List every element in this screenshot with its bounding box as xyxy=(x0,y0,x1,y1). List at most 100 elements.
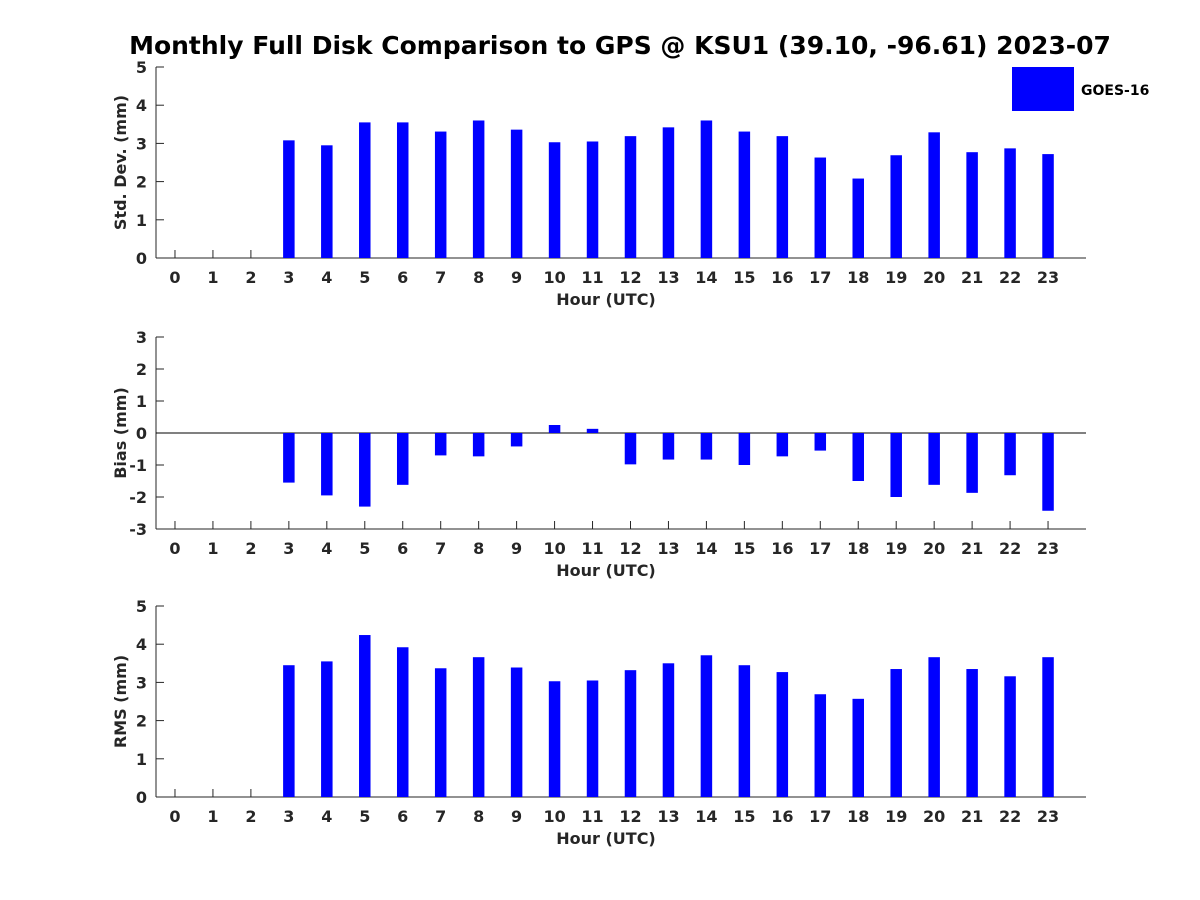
x-tick-label: 11 xyxy=(581,539,603,558)
bar xyxy=(624,136,637,258)
x-tick-label: 19 xyxy=(885,807,907,826)
y-axis-label: Bias (mm) xyxy=(111,387,130,479)
bar xyxy=(662,663,675,797)
bar xyxy=(890,433,902,497)
x-tick-label: 13 xyxy=(657,807,679,826)
x-tick-label: 9 xyxy=(511,268,522,287)
bar xyxy=(700,655,713,797)
x-tick-label: 23 xyxy=(1037,268,1059,287)
x-tick-label: 7 xyxy=(435,268,446,287)
bar xyxy=(738,433,751,465)
x-tick-label: 1 xyxy=(207,268,218,287)
x-axis-label: Hour (UTC) xyxy=(556,829,656,848)
x-tick-label: 0 xyxy=(169,539,180,558)
x-tick-label: 20 xyxy=(923,807,945,826)
bar xyxy=(814,694,827,797)
x-tick-label: 8 xyxy=(473,268,484,287)
bar xyxy=(283,433,295,483)
bar xyxy=(396,122,409,258)
y-tick-label: 0 xyxy=(136,249,147,268)
bar xyxy=(662,433,675,460)
x-tick-label: 7 xyxy=(435,807,446,826)
bar xyxy=(928,433,940,485)
y-tick-label: 5 xyxy=(136,597,147,616)
bar xyxy=(321,433,333,496)
x-tick-label: 5 xyxy=(359,807,370,826)
bar xyxy=(321,661,333,797)
x-tick-label: 15 xyxy=(733,268,755,287)
chart-title: Monthly Full Disk Comparison to GPS @ KS… xyxy=(129,31,1111,60)
y-tick-label: 5 xyxy=(136,58,147,77)
y-tick-label: 2 xyxy=(136,712,147,731)
bar xyxy=(283,140,295,258)
bar xyxy=(1042,433,1054,511)
y-tick-label: 3 xyxy=(136,673,147,692)
bar xyxy=(738,131,751,258)
bar xyxy=(359,122,371,258)
y-tick-label: 3 xyxy=(136,328,147,347)
bar xyxy=(434,433,447,456)
legend-swatch xyxy=(1012,67,1074,111)
x-tick-label: 16 xyxy=(771,539,793,558)
y-axis-label: RMS (mm) xyxy=(111,655,130,748)
x-tick-label: 14 xyxy=(695,807,717,826)
y-tick-label: 4 xyxy=(136,635,147,654)
bar xyxy=(700,120,713,258)
x-tick-label: 10 xyxy=(543,539,565,558)
bar xyxy=(434,668,447,797)
x-tick-label: 20 xyxy=(923,539,945,558)
bar xyxy=(1042,154,1054,258)
x-tick-label: 21 xyxy=(961,807,983,826)
bar xyxy=(1004,676,1016,797)
y-tick-label: 1 xyxy=(136,392,147,411)
x-tick-label: 13 xyxy=(657,539,679,558)
x-tick-label: 20 xyxy=(923,268,945,287)
bar xyxy=(814,157,827,258)
x-tick-label: 6 xyxy=(397,807,408,826)
bar xyxy=(966,152,978,258)
y-tick-label: 1 xyxy=(136,750,147,769)
x-tick-label: 5 xyxy=(359,539,370,558)
x-tick-label: 2 xyxy=(245,539,256,558)
x-tick-label: 9 xyxy=(511,539,522,558)
y-tick-label: 3 xyxy=(136,134,147,153)
x-tick-label: 21 xyxy=(961,268,983,287)
bar xyxy=(548,425,561,433)
x-tick-label: 21 xyxy=(961,539,983,558)
x-tick-label: 16 xyxy=(771,268,793,287)
y-tick-label: -2 xyxy=(129,488,147,507)
x-tick-label: 19 xyxy=(885,539,907,558)
legend-label: GOES-16 xyxy=(1081,83,1149,99)
bar xyxy=(396,433,409,485)
x-tick-label: 2 xyxy=(245,807,256,826)
x-tick-label: 8 xyxy=(473,807,484,826)
x-tick-label: 14 xyxy=(695,539,717,558)
bar xyxy=(396,647,409,797)
bar xyxy=(359,635,371,797)
bar xyxy=(738,665,751,797)
y-tick-label: 0 xyxy=(136,424,147,443)
x-tick-label: 12 xyxy=(619,807,641,826)
bar xyxy=(586,680,599,797)
bar xyxy=(472,120,485,258)
x-tick-label: 13 xyxy=(657,268,679,287)
bar xyxy=(359,433,371,507)
bar xyxy=(966,433,978,493)
bar xyxy=(434,131,447,258)
bar xyxy=(928,132,940,258)
x-tick-label: 16 xyxy=(771,807,793,826)
x-tick-label: 6 xyxy=(397,539,408,558)
bar xyxy=(548,681,561,797)
x-tick-label: 3 xyxy=(283,268,294,287)
y-tick-label: -1 xyxy=(129,456,147,475)
bar xyxy=(814,433,827,451)
y-tick-label: 4 xyxy=(136,96,147,115)
bar xyxy=(624,433,637,465)
bar xyxy=(510,667,523,797)
x-tick-label: 4 xyxy=(321,807,332,826)
bar xyxy=(586,141,599,258)
x-tick-label: 8 xyxy=(473,539,484,558)
